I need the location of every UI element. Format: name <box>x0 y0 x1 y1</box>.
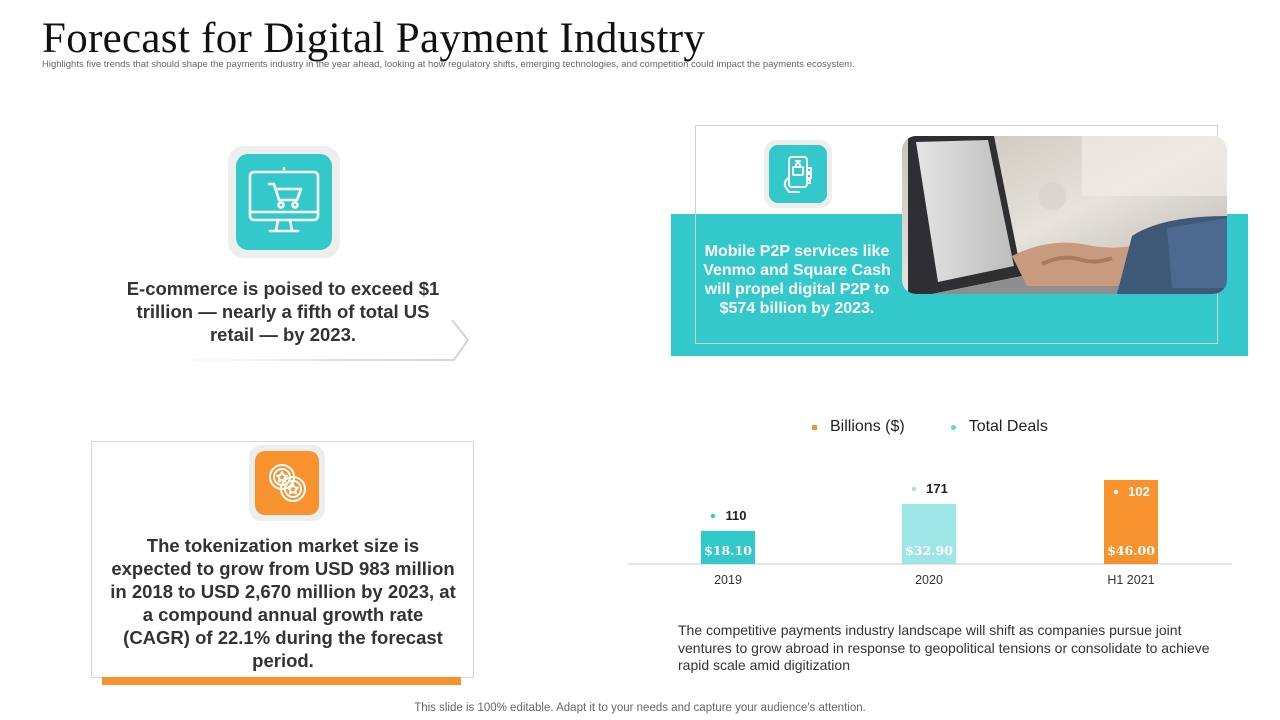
tokenization-text: The tokenization market size is expected… <box>110 535 456 671</box>
bar-value-label-2: $46.00 <box>1107 543 1155 558</box>
page-subtitle: Highlights five trends that should shape… <box>42 59 855 70</box>
competitive-text: The competitive payments industry landsc… <box>678 622 1210 673</box>
bar-billions-2 <box>1104 480 1158 564</box>
bar-billions-0 <box>701 530 755 564</box>
deals-marker-0 <box>710 513 716 519</box>
p2p-icon-tile <box>769 145 827 203</box>
x-tick-label-1: 2020 <box>915 573 943 587</box>
deals-label-0: 110 <box>726 508 747 523</box>
deals-marker-1 <box>911 486 917 492</box>
deals-marker-2 <box>1113 489 1119 495</box>
legend-label-deals: Total Deals <box>968 418 1048 435</box>
legend-item-deals: Total Deals <box>950 418 1048 436</box>
x-tick-label-2: H1 2021 <box>1107 573 1154 587</box>
bar-value-label-0: $18.10 <box>704 543 752 558</box>
p2p-text: Mobile P2P services like Venmo and Squar… <box>703 243 891 317</box>
legend-label-billions: Billions ($) <box>830 418 905 435</box>
footer-note: This slide is 100% editable. Adapt it to… <box>414 702 866 714</box>
bar-chart: $18.10 110 2019 $32.90 171 2020 $46.00 102 H1 20… <box>628 480 1232 587</box>
tokenization-accent-bar <box>102 677 461 685</box>
arrow-callout <box>122 320 470 361</box>
chart-legend: Billions ($) Total Deals <box>812 418 1094 436</box>
bar-value-label-1: $32.90 <box>905 543 953 558</box>
legend-swatch-deals <box>950 424 956 430</box>
tokenization-icon-tile <box>255 451 319 515</box>
legend-swatch-billions <box>812 424 817 430</box>
ecommerce-icon-tile <box>236 154 332 250</box>
deals-label-1: 171 <box>926 481 948 496</box>
legend-item-billions: Billions ($) <box>812 418 905 436</box>
mobile-payment-icon <box>783 156 812 193</box>
deals-label-2: 102 <box>1128 484 1150 499</box>
page-title: Forecast for Digital Payment Industry <box>42 15 706 62</box>
coins-icon <box>269 464 306 502</box>
bar-billions-1 <box>902 503 956 564</box>
shopping-cart-monitor-icon <box>248 166 320 233</box>
x-tick-label-0: 2019 <box>714 573 742 587</box>
ecommerce-text: E-commerce is poised to exceed $1 trilli… <box>126 278 440 345</box>
laptop-typing-photo <box>902 136 1227 294</box>
